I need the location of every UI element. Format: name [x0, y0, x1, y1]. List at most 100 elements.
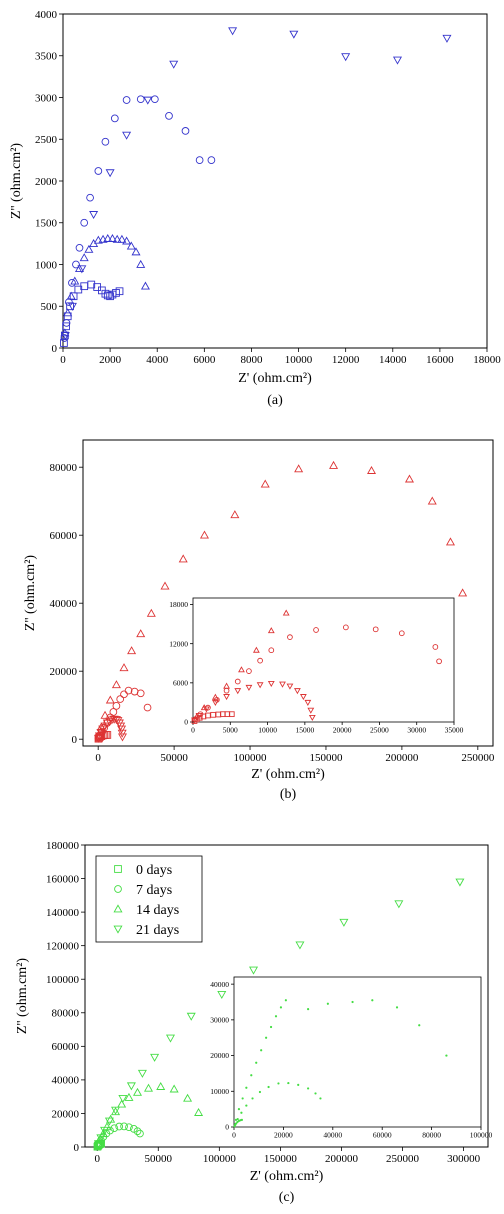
panel-c-inset-point [258, 1090, 262, 1094]
panel-b-xtick-label: 250000 [461, 752, 495, 764]
panel-b-inset-point [293, 688, 301, 695]
panel-c-inset-xtick-label: 80000 [422, 1131, 441, 1140]
panel-b-point [329, 460, 339, 469]
panel-a-point [117, 234, 127, 243]
panel-c-point [111, 1106, 121, 1115]
panel-a-point [165, 112, 173, 120]
panel-a-series-3 [60, 27, 452, 341]
panel-b-inset-point [343, 624, 349, 631]
panel-a-ytick-label: 2000 [35, 176, 58, 188]
panel-a-point [67, 302, 77, 311]
panel-a: 0 2000 4000 6000 8000 10000 12000 14000 16000 180… [35, 9, 501, 366]
panel-c-inset-series-1 [234, 1081, 322, 1126]
panel-b-point [100, 710, 110, 719]
panel-c-point [125, 1123, 133, 1132]
panel-b-inset-point [308, 714, 316, 721]
panel-c-ylabel: Z'' (ohm.cm²) [15, 958, 30, 1034]
panel-b-inset-point [286, 683, 294, 690]
panel-c-inset-ytick-label: 10000 [210, 1087, 229, 1096]
panel-b-inset-point [211, 699, 219, 706]
panel-c-xtick-label: 100000 [203, 1153, 237, 1165]
panel-a-point [169, 60, 179, 69]
panel-b-xtick-label: 0 [95, 752, 101, 764]
panel-b-inset-ytick-label: 12000 [169, 639, 188, 648]
panel-a-point [195, 156, 204, 164]
panel-c-point [100, 1126, 110, 1135]
panel-c-inset-point [395, 1006, 399, 1009]
panel-a-point [74, 264, 84, 273]
panel-a-xtick-label: 14000 [379, 354, 407, 366]
panel-a-point [94, 167, 103, 175]
panel-b-inset-series-0 [191, 711, 235, 724]
panel-b-inset-point [238, 666, 245, 673]
panel-a-frame [62, 13, 488, 349]
panel-a-point [151, 95, 159, 104]
panel-c-xtick-label: 250000 [386, 1153, 420, 1165]
panel-c-inset-ytick-label: 0 [225, 1123, 229, 1132]
panel-a-xlabel: Z' (ohm.cm²) [238, 371, 312, 386]
panel-a-xtick-label: 16000 [426, 354, 454, 366]
panel-c-point [104, 1117, 114, 1126]
panel-b-inset-point [282, 609, 290, 616]
panel-b-inset-xtick-label: 10000 [258, 726, 277, 735]
panel-b-inset-point [432, 644, 439, 650]
panel-c-legend-box [95, 855, 203, 943]
panel-c-point [194, 1107, 204, 1116]
panel-a-ytick-label: 3500 [35, 51, 58, 63]
panel-c-inset-point [326, 1002, 329, 1005]
panel-c-inset-point [241, 1097, 244, 1100]
panel-c-point [295, 941, 305, 950]
panel-a-ytick-label: 500 [41, 301, 58, 313]
panel-a-point [228, 27, 238, 36]
panel-c-xlabel: Z' (ohm.cm²) [250, 1169, 324, 1184]
panel-a-ytick-label: 0 [52, 343, 58, 355]
panel-c-legend-entry: 0 days [136, 863, 172, 878]
panel-c-inset-point [371, 999, 374, 1002]
panel-a-point [84, 244, 94, 253]
panel-c-point [120, 1122, 128, 1131]
panel-a-point [140, 281, 150, 290]
panel-a-point [112, 234, 122, 243]
panel-c-inset-point [234, 1123, 237, 1126]
panel-b-inset-point [287, 634, 293, 641]
panel-c-inset-ytick-label: 40000 [210, 980, 229, 989]
panel-b-inset-point [211, 693, 219, 700]
panel-a-ytick-label: 3000 [35, 92, 58, 104]
panel-c-inset-series-3 [307, 999, 448, 1057]
panel-a-xtick-label: 6000 [193, 354, 216, 366]
panel-b-ytick-label: 20000 [50, 666, 78, 678]
panel-c-ytick-label: 0 [74, 1142, 80, 1154]
panel-a-point [122, 236, 132, 245]
panel-b-point [230, 510, 240, 519]
panel-b-inset-point [256, 682, 264, 689]
panel-c-point [136, 1129, 144, 1138]
panel-b-point [107, 716, 117, 725]
panel-b-point [404, 474, 414, 483]
panel-a-point [70, 276, 80, 285]
panel-b-inset-point [268, 647, 275, 654]
panel-c-ytick-label: 100000 [46, 974, 80, 986]
panel-c-point [169, 1084, 179, 1093]
panel-c-ytick-label: 20000 [52, 1108, 80, 1120]
panel-c-inset-frame [233, 976, 482, 1128]
panel-a-point [126, 241, 136, 250]
panel-c-point [217, 990, 227, 999]
panel-b-point [127, 646, 137, 655]
panel-b-xtick-label: 200000 [385, 752, 419, 764]
panel-c-inset-point [237, 1108, 241, 1111]
panel-c-inset-point [240, 1111, 243, 1114]
panel-b-inset-xtick-label: 35000 [445, 726, 464, 735]
panel-c-inset-point [240, 1118, 244, 1121]
panel-c-inset-point [297, 1083, 300, 1086]
panel-b-inset-point [197, 711, 204, 718]
panel-c-ytick-label: 60000 [52, 1041, 80, 1053]
panel-a-point [60, 332, 70, 341]
panel-b-point [294, 464, 304, 473]
panel-c-inset-xtick-label: 20000 [274, 1131, 293, 1140]
panel-a-point [75, 243, 84, 252]
panel-a-point [392, 56, 402, 65]
panel-b-ytick-label: 80000 [50, 462, 78, 474]
panel-b-point [458, 588, 468, 597]
panel-a-point [62, 319, 71, 327]
panel-b-inset-xtick-label: 20000 [333, 726, 352, 735]
